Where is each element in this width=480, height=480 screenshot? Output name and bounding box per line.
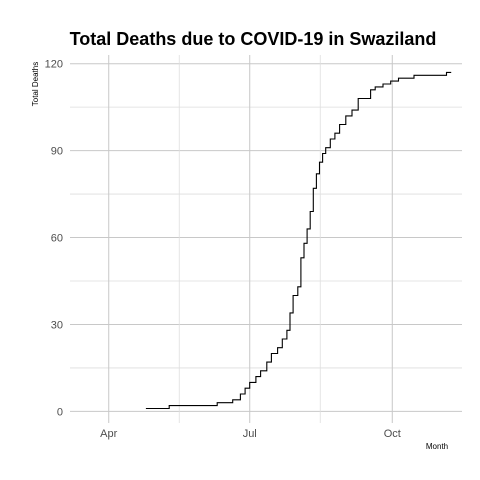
gridlines bbox=[70, 55, 462, 423]
x-tick-label: Apr bbox=[100, 428, 117, 440]
y-tick-label: 60 bbox=[51, 233, 63, 245]
y-axis-title: Total Deaths bbox=[31, 62, 40, 106]
y-tick-label: 120 bbox=[45, 59, 63, 71]
x-axis-title: Month bbox=[426, 442, 448, 451]
series-line bbox=[145, 71, 452, 410]
x-tick-label: Oct bbox=[384, 428, 401, 440]
chart-title: Total Deaths due to COVID-19 in Swazilan… bbox=[70, 29, 437, 49]
tick-labels: 0 30 60 90 120 Apr Jul Oct bbox=[45, 59, 401, 440]
x-tick-label: Jul bbox=[243, 428, 257, 440]
y-tick-label: 30 bbox=[51, 319, 63, 331]
y-tick-label: 90 bbox=[51, 146, 63, 158]
series-layer bbox=[145, 71, 452, 410]
y-tick-label: 0 bbox=[57, 406, 63, 418]
